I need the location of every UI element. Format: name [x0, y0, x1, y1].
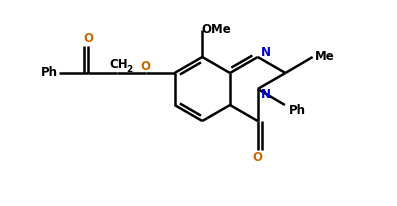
Text: N: N	[261, 88, 271, 101]
Text: O: O	[83, 32, 93, 45]
Text: 2: 2	[126, 64, 132, 73]
Text: OMe: OMe	[201, 23, 231, 36]
Text: Me: Me	[315, 49, 335, 62]
Text: O: O	[141, 59, 151, 72]
Text: O: O	[253, 151, 263, 164]
Text: N: N	[261, 46, 271, 59]
Text: CH: CH	[110, 57, 128, 70]
Text: Ph: Ph	[41, 66, 58, 79]
Text: Ph: Ph	[288, 103, 305, 116]
